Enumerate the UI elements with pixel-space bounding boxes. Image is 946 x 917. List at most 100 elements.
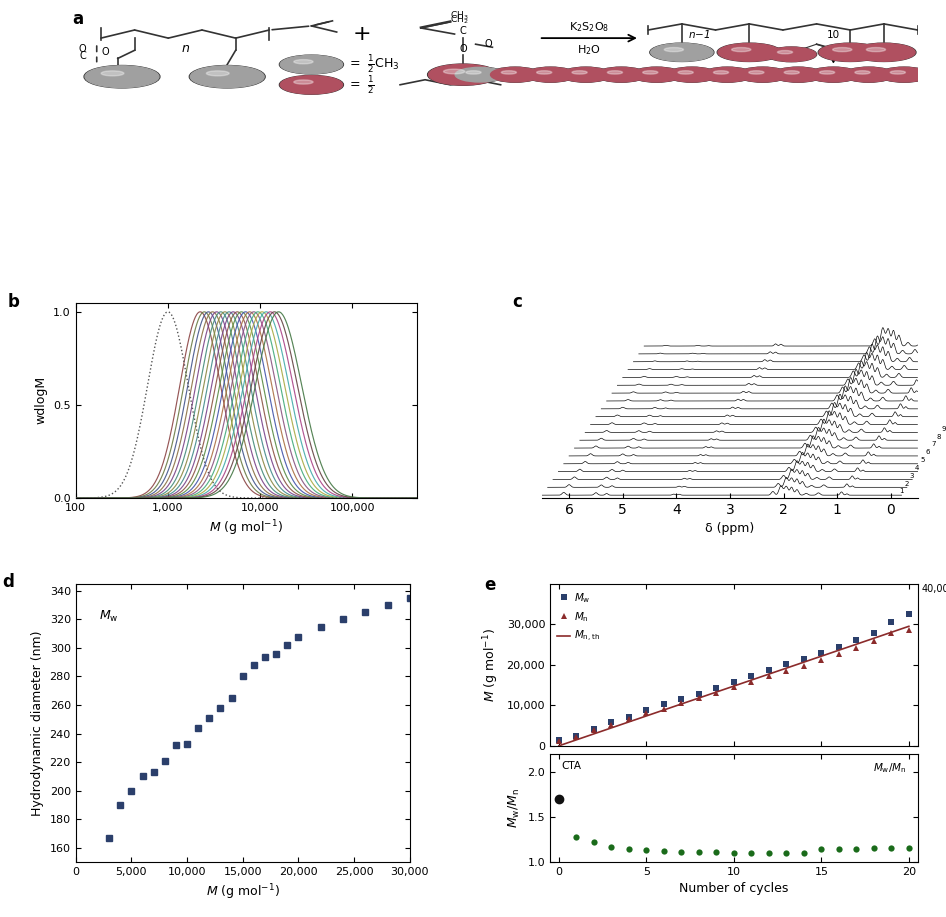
Ellipse shape — [718, 43, 780, 61]
Ellipse shape — [713, 71, 728, 74]
Text: CTA: CTA — [561, 761, 581, 771]
Ellipse shape — [852, 43, 915, 61]
Text: O: O — [101, 48, 109, 58]
Text: O: O — [79, 44, 86, 54]
Ellipse shape — [525, 67, 576, 83]
Text: C: C — [460, 26, 466, 36]
Ellipse shape — [84, 65, 160, 88]
Ellipse shape — [190, 66, 264, 88]
Text: $M_\mathrm{w}$: $M_\mathrm{w}$ — [99, 609, 118, 624]
Text: CH$_2$: CH$_2$ — [450, 14, 469, 27]
Ellipse shape — [667, 67, 717, 82]
Ellipse shape — [428, 64, 499, 85]
Ellipse shape — [844, 67, 894, 83]
Ellipse shape — [915, 67, 946, 82]
Ellipse shape — [766, 47, 816, 61]
Text: 6: 6 — [926, 449, 930, 455]
Ellipse shape — [596, 67, 646, 83]
Ellipse shape — [664, 48, 683, 51]
Ellipse shape — [189, 65, 265, 88]
Text: (×19): (×19) — [850, 49, 885, 61]
Ellipse shape — [731, 48, 751, 51]
Ellipse shape — [294, 60, 313, 64]
Ellipse shape — [774, 67, 823, 82]
Text: CH$_3$: CH$_3$ — [450, 10, 469, 22]
Text: 10: 10 — [827, 30, 840, 40]
Ellipse shape — [832, 48, 851, 51]
Text: =  $\frac{1}{2}$: = $\frac{1}{2}$ — [349, 74, 376, 95]
Legend: $M_\mathrm{w}$, $M_\mathrm{n}$, $M_\mathrm{n,th}$: $M_\mathrm{w}$, $M_\mathrm{n}$, $M_\math… — [553, 587, 604, 648]
Ellipse shape — [808, 67, 859, 83]
Ellipse shape — [667, 67, 717, 83]
Ellipse shape — [717, 43, 781, 61]
Ellipse shape — [280, 55, 342, 73]
Ellipse shape — [490, 67, 540, 83]
Ellipse shape — [455, 67, 504, 82]
Text: O: O — [459, 44, 466, 54]
Ellipse shape — [855, 71, 870, 74]
Text: 7: 7 — [931, 441, 936, 447]
Ellipse shape — [429, 64, 498, 85]
Ellipse shape — [809, 67, 858, 82]
Ellipse shape — [101, 71, 124, 76]
Ellipse shape — [607, 71, 622, 74]
Ellipse shape — [778, 50, 793, 54]
Ellipse shape — [703, 67, 752, 82]
Y-axis label: $M$ (g mol$^{-1}$): $M$ (g mol$^{-1}$) — [482, 628, 501, 702]
Ellipse shape — [702, 67, 753, 83]
Ellipse shape — [818, 43, 883, 61]
Ellipse shape — [852, 43, 916, 61]
Text: H$_2$O: H$_2$O — [577, 43, 602, 57]
Ellipse shape — [466, 71, 482, 74]
Ellipse shape — [914, 67, 946, 83]
Ellipse shape — [632, 67, 681, 82]
Text: C: C — [79, 51, 86, 61]
Text: d: d — [2, 572, 14, 591]
Ellipse shape — [784, 71, 799, 74]
Text: 9: 9 — [942, 425, 946, 432]
Ellipse shape — [561, 67, 610, 82]
Ellipse shape — [749, 71, 764, 74]
Text: c: c — [513, 293, 522, 311]
Ellipse shape — [738, 67, 788, 83]
Text: $n$: $n$ — [181, 42, 189, 55]
Ellipse shape — [597, 67, 646, 82]
X-axis label: $M$ (g mol$^{-1}$): $M$ (g mol$^{-1}$) — [205, 882, 280, 902]
Text: O: O — [484, 39, 492, 50]
Y-axis label: wdlogM: wdlogM — [35, 376, 47, 425]
Ellipse shape — [880, 67, 929, 82]
Ellipse shape — [444, 69, 464, 74]
Ellipse shape — [766, 48, 816, 61]
Ellipse shape — [85, 66, 159, 88]
Text: $M_\mathrm{w}/M_\mathrm{n}$: $M_\mathrm{w}/M_\mathrm{n}$ — [873, 761, 906, 775]
Ellipse shape — [678, 71, 693, 74]
X-axis label: $M$ (g mol$^{-1}$): $M$ (g mol$^{-1}$) — [209, 518, 283, 538]
Ellipse shape — [279, 75, 343, 94]
Ellipse shape — [526, 67, 575, 82]
Ellipse shape — [279, 55, 343, 74]
Ellipse shape — [738, 67, 787, 82]
Ellipse shape — [925, 71, 940, 74]
Ellipse shape — [294, 80, 313, 84]
X-axis label: δ (ppm): δ (ppm) — [706, 523, 755, 536]
Y-axis label: Hydrodynamic diameter (nm): Hydrodynamic diameter (nm) — [31, 630, 44, 815]
Ellipse shape — [879, 67, 929, 83]
Text: e: e — [484, 576, 496, 593]
Text: 4: 4 — [915, 465, 920, 471]
Ellipse shape — [455, 67, 505, 83]
Text: 3: 3 — [909, 473, 914, 479]
Ellipse shape — [867, 48, 885, 51]
Ellipse shape — [650, 43, 714, 61]
Text: 5: 5 — [920, 457, 924, 463]
Ellipse shape — [773, 67, 823, 83]
Ellipse shape — [206, 71, 229, 76]
Ellipse shape — [501, 71, 517, 74]
Text: a: a — [72, 10, 83, 28]
Text: $n$$-$1: $n$$-$1 — [688, 28, 710, 40]
Ellipse shape — [819, 43, 882, 61]
Text: +: + — [353, 24, 371, 44]
Ellipse shape — [561, 67, 611, 83]
Ellipse shape — [536, 71, 552, 74]
Ellipse shape — [491, 67, 540, 82]
Ellipse shape — [844, 67, 893, 82]
